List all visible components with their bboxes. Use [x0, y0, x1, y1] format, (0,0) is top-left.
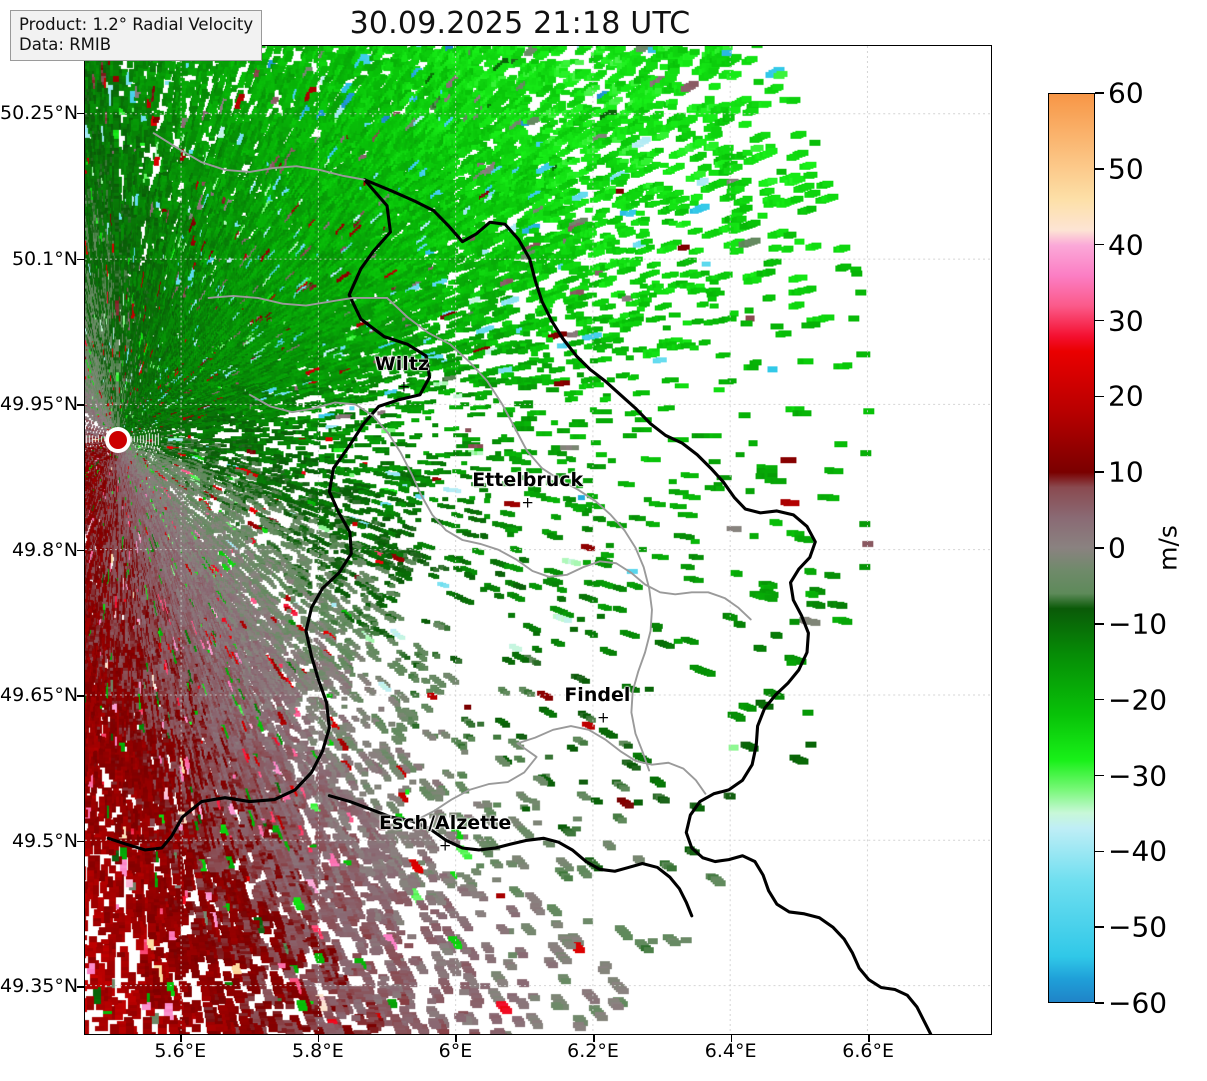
- latitude-tick-label: 50.25°N: [0, 101, 79, 124]
- longitude-tick-mark: [317, 1035, 320, 1042]
- colorbar-tick-mark: [1095, 926, 1104, 928]
- latitude-tick-mark: [77, 840, 84, 843]
- longitude-tick-label: 6.4°E: [704, 1040, 757, 1062]
- colorbar-gradient: [1049, 94, 1094, 1002]
- region-border: [516, 725, 707, 795]
- longitude-tick-mark: [180, 1035, 182, 1042]
- longitude-tick-label: 6.6°E: [842, 1040, 895, 1062]
- city-label: Wiltz: [374, 352, 429, 375]
- colorbar-unit-label: m/s: [1153, 525, 1183, 571]
- radar-plot[interactable]: [84, 45, 992, 1035]
- colorbar-tick-label: −40: [1108, 834, 1168, 868]
- latitude-tick-mark: [77, 986, 84, 988]
- colorbar-tick-label: 0: [1108, 531, 1126, 565]
- latitude-tick-label: 49.95°N: [0, 393, 79, 416]
- latitude-tick-label: 50.1°N: [11, 247, 78, 270]
- latitude-tick-mark: [77, 695, 84, 697]
- longitude-tick-mark: [730, 1035, 733, 1042]
- latitude-tick-mark: [77, 549, 84, 552]
- region-border: [623, 529, 653, 772]
- colorbar-tick-label: 10: [1108, 455, 1144, 489]
- colorbar-tick-mark: [1095, 319, 1104, 322]
- product-info-box: Product: 1.2° Radial Velocity Data: RMIB: [10, 10, 263, 62]
- longitude-tick-label: 5.8°E: [292, 1040, 344, 1062]
- region-border: [207, 294, 388, 307]
- colorbar-tick-label: 30: [1108, 304, 1144, 337]
- latitude-tick-label: 49.65°N: [0, 684, 79, 707]
- colorbar-tick-mark: [1095, 547, 1104, 549]
- region-border: [413, 742, 538, 822]
- colorbar-tick-mark: [1095, 850, 1104, 853]
- longitude-tick-label: 6°E: [438, 1040, 473, 1062]
- border-luxembourg-west: [106, 178, 432, 852]
- colorbar-tick-mark: [1095, 698, 1104, 701]
- colorbar-tick-label: −30: [1108, 759, 1168, 792]
- longitude-tick-label: 5.6°E: [154, 1040, 207, 1062]
- city-marker-plus-icon: +: [597, 708, 610, 727]
- radar-velocity-heatmap: [85, 46, 991, 1034]
- colorbar-tick-label: −10: [1108, 607, 1168, 641]
- latitude-tick-label: 49.8°N: [11, 538, 78, 561]
- colorbar-tick-label: −50: [1108, 910, 1168, 944]
- latitude-tick-mark: [77, 258, 84, 261]
- latitude-tick-mark: [77, 404, 84, 406]
- map-overlay-layer: [85, 46, 991, 1034]
- latitude-tick-label: 49.35°N: [0, 975, 79, 998]
- colorbar-tick-label: −60: [1108, 986, 1168, 1020]
- region-border: [479, 542, 752, 621]
- colorbar-tick-label: 40: [1108, 228, 1144, 262]
- colorbar-tick-mark: [1095, 92, 1104, 94]
- region-border: [152, 132, 366, 181]
- longitude-tick-label: 6.2°E: [567, 1040, 619, 1062]
- radar-site-marker: [105, 427, 132, 454]
- product-line: Product: 1.2° Radial Velocity: [19, 15, 254, 34]
- colorbar-tick-mark: [1095, 774, 1104, 777]
- colorbar-tick-mark: [1095, 243, 1104, 246]
- longitude-tick-mark: [593, 1035, 595, 1042]
- city-marker-plus-icon: +: [438, 836, 452, 855]
- page-title: 30.09.2025 21:18 UTC: [349, 6, 691, 41]
- colorbar-tick-mark: [1095, 471, 1104, 473]
- data-source-line: Data: RMIB: [19, 35, 112, 55]
- colorbar-tick-mark: [1095, 1002, 1104, 1004]
- colorbar-tick-mark: [1095, 168, 1104, 170]
- longitude-tick-mark: [868, 1035, 870, 1042]
- colorbar-tick-label: 50: [1108, 152, 1144, 186]
- latitude-tick-label: 49.5°N: [11, 829, 78, 852]
- city-label: Esch/Alzette: [379, 811, 512, 834]
- city-marker-plus-icon: +: [397, 377, 411, 396]
- colorbar: [1048, 93, 1095, 1003]
- colorbar-tick-label: 20: [1108, 379, 1144, 413]
- city-label: Ettelbruck: [472, 469, 584, 492]
- latitude-tick-mark: [77, 112, 84, 115]
- radar-site-dot: [109, 431, 128, 450]
- border-luxembourg-east: [362, 178, 933, 1034]
- colorbar-tick-label: −20: [1108, 683, 1168, 717]
- border-luxembourg-south: [327, 794, 694, 918]
- colorbar-tick-mark: [1095, 395, 1104, 398]
- colorbar-tick-mark: [1095, 623, 1104, 625]
- region-border: [248, 393, 482, 545]
- longitude-tick-mark: [455, 1035, 457, 1042]
- colorbar-tick-label: 60: [1108, 76, 1144, 110]
- region-border: [386, 296, 626, 532]
- city-marker-plus-icon: +: [521, 493, 534, 512]
- city-label: Findel: [564, 683, 631, 706]
